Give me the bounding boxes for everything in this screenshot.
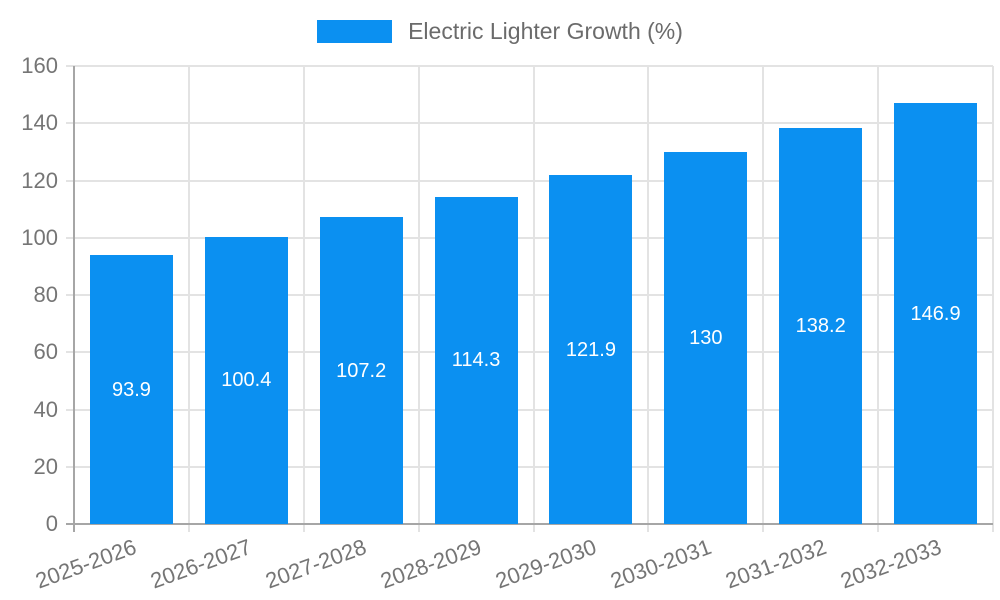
- x-gridline: [877, 66, 880, 532]
- legend-item[interactable]: Electric Lighter Growth (%): [0, 20, 1000, 43]
- bar[interactable]: [89, 255, 173, 524]
- y-gridline: [66, 294, 993, 296]
- y-gridline: [66, 408, 993, 411]
- bar[interactable]: [664, 151, 748, 524]
- y-tick-label: 140: [21, 110, 58, 136]
- y-tick-label: 20: [33, 453, 58, 479]
- y-axis-line: [73, 66, 75, 532]
- bar[interactable]: [204, 236, 288, 524]
- y-tick-label: 60: [33, 339, 58, 365]
- x-gridline: [302, 66, 305, 532]
- legend-swatch: [317, 20, 393, 43]
- y-tick-label: 100: [21, 224, 58, 250]
- bar[interactable]: [434, 196, 518, 524]
- bar-value-label: 100.4: [221, 369, 272, 392]
- y-gridline: [66, 122, 993, 125]
- y-tick-label: 160: [21, 53, 58, 78]
- bar-value-label: 130: [689, 326, 723, 349]
- y-gridline: [66, 351, 993, 354]
- y-gridline: [66, 179, 993, 182]
- legend-label: Electric Lighter Growth (%): [408, 18, 683, 44]
- y-tick-label: 0: [45, 511, 58, 536]
- y-tick-label: 40: [33, 396, 58, 422]
- y-gridline: [66, 65, 993, 67]
- bar[interactable]: [319, 217, 403, 524]
- x-gridline: [417, 66, 420, 532]
- x-gridline: [647, 66, 650, 532]
- y-tick-label: 120: [21, 167, 58, 193]
- x-axis-line: [66, 523, 993, 525]
- bar[interactable]: [549, 175, 633, 524]
- bar-value-label: 114.3: [451, 349, 501, 372]
- bar-value-label: 138.2: [795, 315, 846, 338]
- x-gridline: [992, 66, 994, 532]
- x-gridline: [532, 66, 535, 532]
- bar-value-label: 121.9: [565, 338, 616, 361]
- bar[interactable]: [894, 103, 978, 524]
- bar-value-label: 93.9: [111, 378, 151, 401]
- bar[interactable]: [779, 128, 863, 524]
- x-gridline: [762, 66, 765, 532]
- y-tick-label: 80: [33, 282, 58, 307]
- y-gridline: [66, 236, 993, 239]
- y-gridline: [66, 465, 993, 468]
- bar-value-label: 146.9: [910, 302, 961, 325]
- x-gridline: [187, 66, 190, 532]
- bar-value-label: 107.2: [336, 359, 387, 382]
